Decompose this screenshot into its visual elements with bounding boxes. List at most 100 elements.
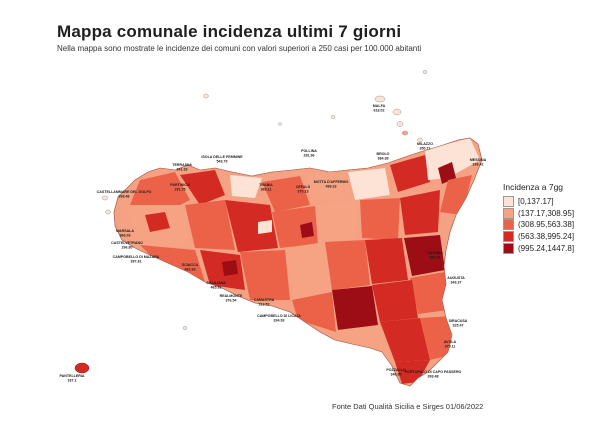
- island-egadi: [105, 209, 111, 215]
- municipality-area: [262, 176, 310, 212]
- municipality-value: 268.46: [119, 195, 130, 199]
- legend-item: [0,137.17]: [503, 196, 574, 208]
- legend: Incidenza a 7gg [0,137.17] (137.17,308.9…: [503, 182, 574, 254]
- municipality-name: AVOLA: [444, 340, 457, 344]
- municipality-name: CASTELLAMMARE DEL GOLFO: [97, 190, 152, 194]
- municipality-area: [380, 318, 430, 362]
- island-ustica: [203, 93, 209, 99]
- municipality-value: 384.38: [378, 157, 389, 161]
- municipality-name: MESSINA: [470, 158, 487, 162]
- municipality-value: 281.96: [304, 154, 315, 158]
- municipality-name: ISOLA DELLE FEMMINE: [201, 155, 243, 159]
- municipality-name: SCIACCA: [182, 263, 199, 267]
- municipality-area: [285, 242, 330, 300]
- municipality-value: 618.02: [374, 109, 385, 113]
- municipality-name: SICULIANA: [206, 281, 226, 285]
- municipality-value: 291.75: [175, 188, 186, 192]
- island-small: [422, 70, 428, 74]
- municipality-area: [258, 220, 272, 234]
- municipality-name: PANTELLERIA: [60, 374, 85, 378]
- municipality-area: [360, 198, 400, 240]
- municipality-name: BROLO: [377, 152, 390, 156]
- legend-swatch: [503, 207, 514, 219]
- municipality-value: 397.81: [131, 260, 142, 264]
- municipality-value: 299.42: [473, 163, 484, 167]
- municipality-area: [395, 360, 430, 384]
- island-small: [278, 122, 282, 126]
- legend-label: [0,137.17]: [518, 197, 554, 207]
- island-lampedusa: [182, 326, 188, 330]
- municipality-area: [222, 260, 238, 276]
- legend-item: (137.17,308.95]: [503, 207, 575, 220]
- island-aeolian: [374, 95, 386, 103]
- municipality-value: 350.71: [420, 147, 431, 151]
- legend-swatch: [503, 242, 514, 254]
- legend-item: (563.38,995.24]: [503, 231, 574, 243]
- municipality-name: MALFA: [373, 104, 386, 108]
- municipality-area: [400, 190, 440, 235]
- municipality-value: 376.54: [226, 299, 237, 303]
- municipality-area: [130, 172, 190, 215]
- municipality-area: [292, 292, 336, 332]
- municipality-name: CASTELVETRANO: [111, 241, 143, 245]
- legend-swatch: [503, 196, 514, 208]
- municipality-area: [410, 272, 448, 314]
- legend-label: (995.24,1447.8]: [518, 243, 575, 253]
- municipality-area: [420, 316, 452, 360]
- minor-islands: [74, 70, 428, 374]
- island-aeolian: [417, 137, 423, 143]
- municipality-area: [185, 200, 235, 250]
- municipality-area: [325, 240, 370, 290]
- municipality-area: [230, 175, 262, 198]
- municipality-value: 334.93: [274, 319, 285, 323]
- legend-label: (563.38,995.24]: [518, 232, 575, 242]
- municipality-area: [315, 202, 358, 240]
- municipality-value: 341.33: [177, 168, 188, 172]
- municipality-value: 366.03: [120, 234, 131, 238]
- municipality-name: CAMPOBELLO DI LICATA: [257, 314, 301, 318]
- municipality-name: TRABIA: [259, 183, 273, 187]
- municipality-name: REALMONTE: [220, 294, 243, 298]
- municipality-name: PARTINICO: [170, 183, 190, 187]
- municipality-name: POZZALLO: [386, 368, 406, 372]
- municipality-area: [240, 250, 290, 300]
- municipality-value: 324.31: [430, 256, 441, 260]
- municipality-value: 337.2: [68, 379, 77, 383]
- municipality-name: TERRASINI: [172, 163, 191, 167]
- legend-label: (137.17,308.95]: [518, 208, 575, 218]
- municipality-area: [180, 170, 225, 205]
- legend-swatch: [503, 231, 514, 243]
- island-egadi: [101, 195, 109, 201]
- island-aeolian: [396, 121, 404, 127]
- municipality-name: MARSALA: [116, 229, 134, 233]
- legend-label: (308.95,563.38]: [518, 220, 575, 230]
- source-note: Fonte Dati Qualità Sicilia e Sirges 01/0…: [332, 402, 484, 411]
- legend-item: (995.24,1447.8]: [503, 242, 574, 254]
- municipality-value: 325.47: [453, 324, 464, 328]
- municipality-value: 369.11: [261, 188, 272, 192]
- municipality-area: [348, 168, 390, 200]
- island-aeolian: [392, 108, 402, 116]
- municipality-name: PORTOPALO DI CAPO PASSERO: [405, 370, 462, 374]
- municipality-value: 462.93: [185, 268, 196, 272]
- sicily-outline: [113, 137, 483, 387]
- municipality-value: 370.13: [298, 190, 309, 194]
- municipality-name: CAMPOBELLO DI MAZARA: [113, 255, 160, 259]
- municipality-value: 346.90: [391, 373, 402, 377]
- municipality-area: [200, 250, 245, 290]
- map-subtitle: Nella mappa sono mostrate le incidenze d…: [57, 44, 422, 53]
- municipality-value: 296.80: [122, 246, 133, 250]
- municipality-area: [390, 155, 430, 192]
- island-pantelleria: [74, 362, 90, 374]
- legend-item: (308.95,563.38]: [503, 219, 574, 231]
- island-small: [330, 115, 336, 119]
- municipality-name: CEFALÙ: [296, 184, 311, 189]
- municipality-name: SIRACUSA: [449, 319, 468, 323]
- municipality-name: MOTTA D'AFFERMO: [314, 180, 349, 184]
- municipality-patches: [125, 138, 480, 384]
- municipality-name: MILAZZO: [417, 142, 433, 146]
- municipality-area: [372, 280, 418, 322]
- municipality-value: 393.48: [428, 375, 439, 379]
- municipality-area: [438, 162, 456, 184]
